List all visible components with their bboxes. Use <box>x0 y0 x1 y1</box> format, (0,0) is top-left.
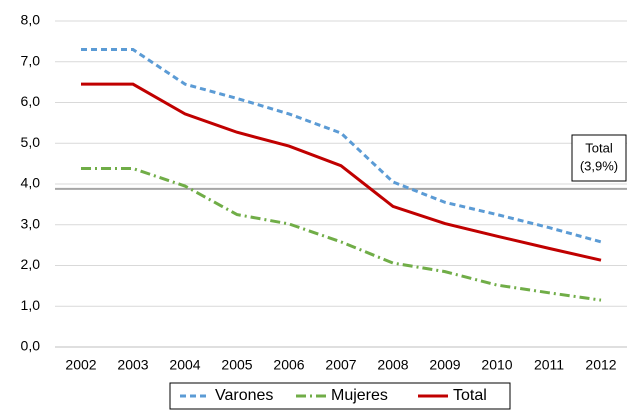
y-tick-label: 6,0 <box>21 93 41 109</box>
x-tick-label: 2006 <box>273 357 304 373</box>
y-tick-label: 4,0 <box>21 175 41 191</box>
y-tick-label: 5,0 <box>21 134 41 150</box>
legend-box <box>169 382 511 410</box>
x-tick-label: 2011 <box>534 357 564 373</box>
series-line <box>81 167 602 302</box>
annotation-box <box>571 134 627 182</box>
legend-label: Mujeres <box>331 387 388 404</box>
y-tick-label: 2,0 <box>21 256 41 272</box>
x-tick-label: 2007 <box>325 357 356 373</box>
annotation: Total <box>585 140 613 155</box>
x-tick-label: 2004 <box>169 357 200 373</box>
legend-label: Varones <box>215 387 273 404</box>
x-tick-label: 2009 <box>429 357 460 373</box>
y-tick-label: 7,0 <box>21 52 41 68</box>
y-tick-label: 0,0 <box>21 338 41 354</box>
x-tick-label: 2012 <box>585 357 616 373</box>
series-line <box>81 48 602 244</box>
x-tick-label: 2005 <box>221 357 252 373</box>
legend-label: Total <box>453 387 487 404</box>
x-tick-label: 2008 <box>377 357 408 373</box>
x-tick-label: 2002 <box>65 357 96 373</box>
x-tick-label: 2010 <box>481 357 512 373</box>
series-line <box>81 82 602 262</box>
annotation: (3,9%) <box>580 158 618 173</box>
y-tick-label: 1,0 <box>21 297 41 313</box>
y-tick-label: 3,0 <box>21 215 41 231</box>
y-tick-label: 8,0 <box>21 12 41 28</box>
x-tick-label: 2003 <box>117 357 148 373</box>
